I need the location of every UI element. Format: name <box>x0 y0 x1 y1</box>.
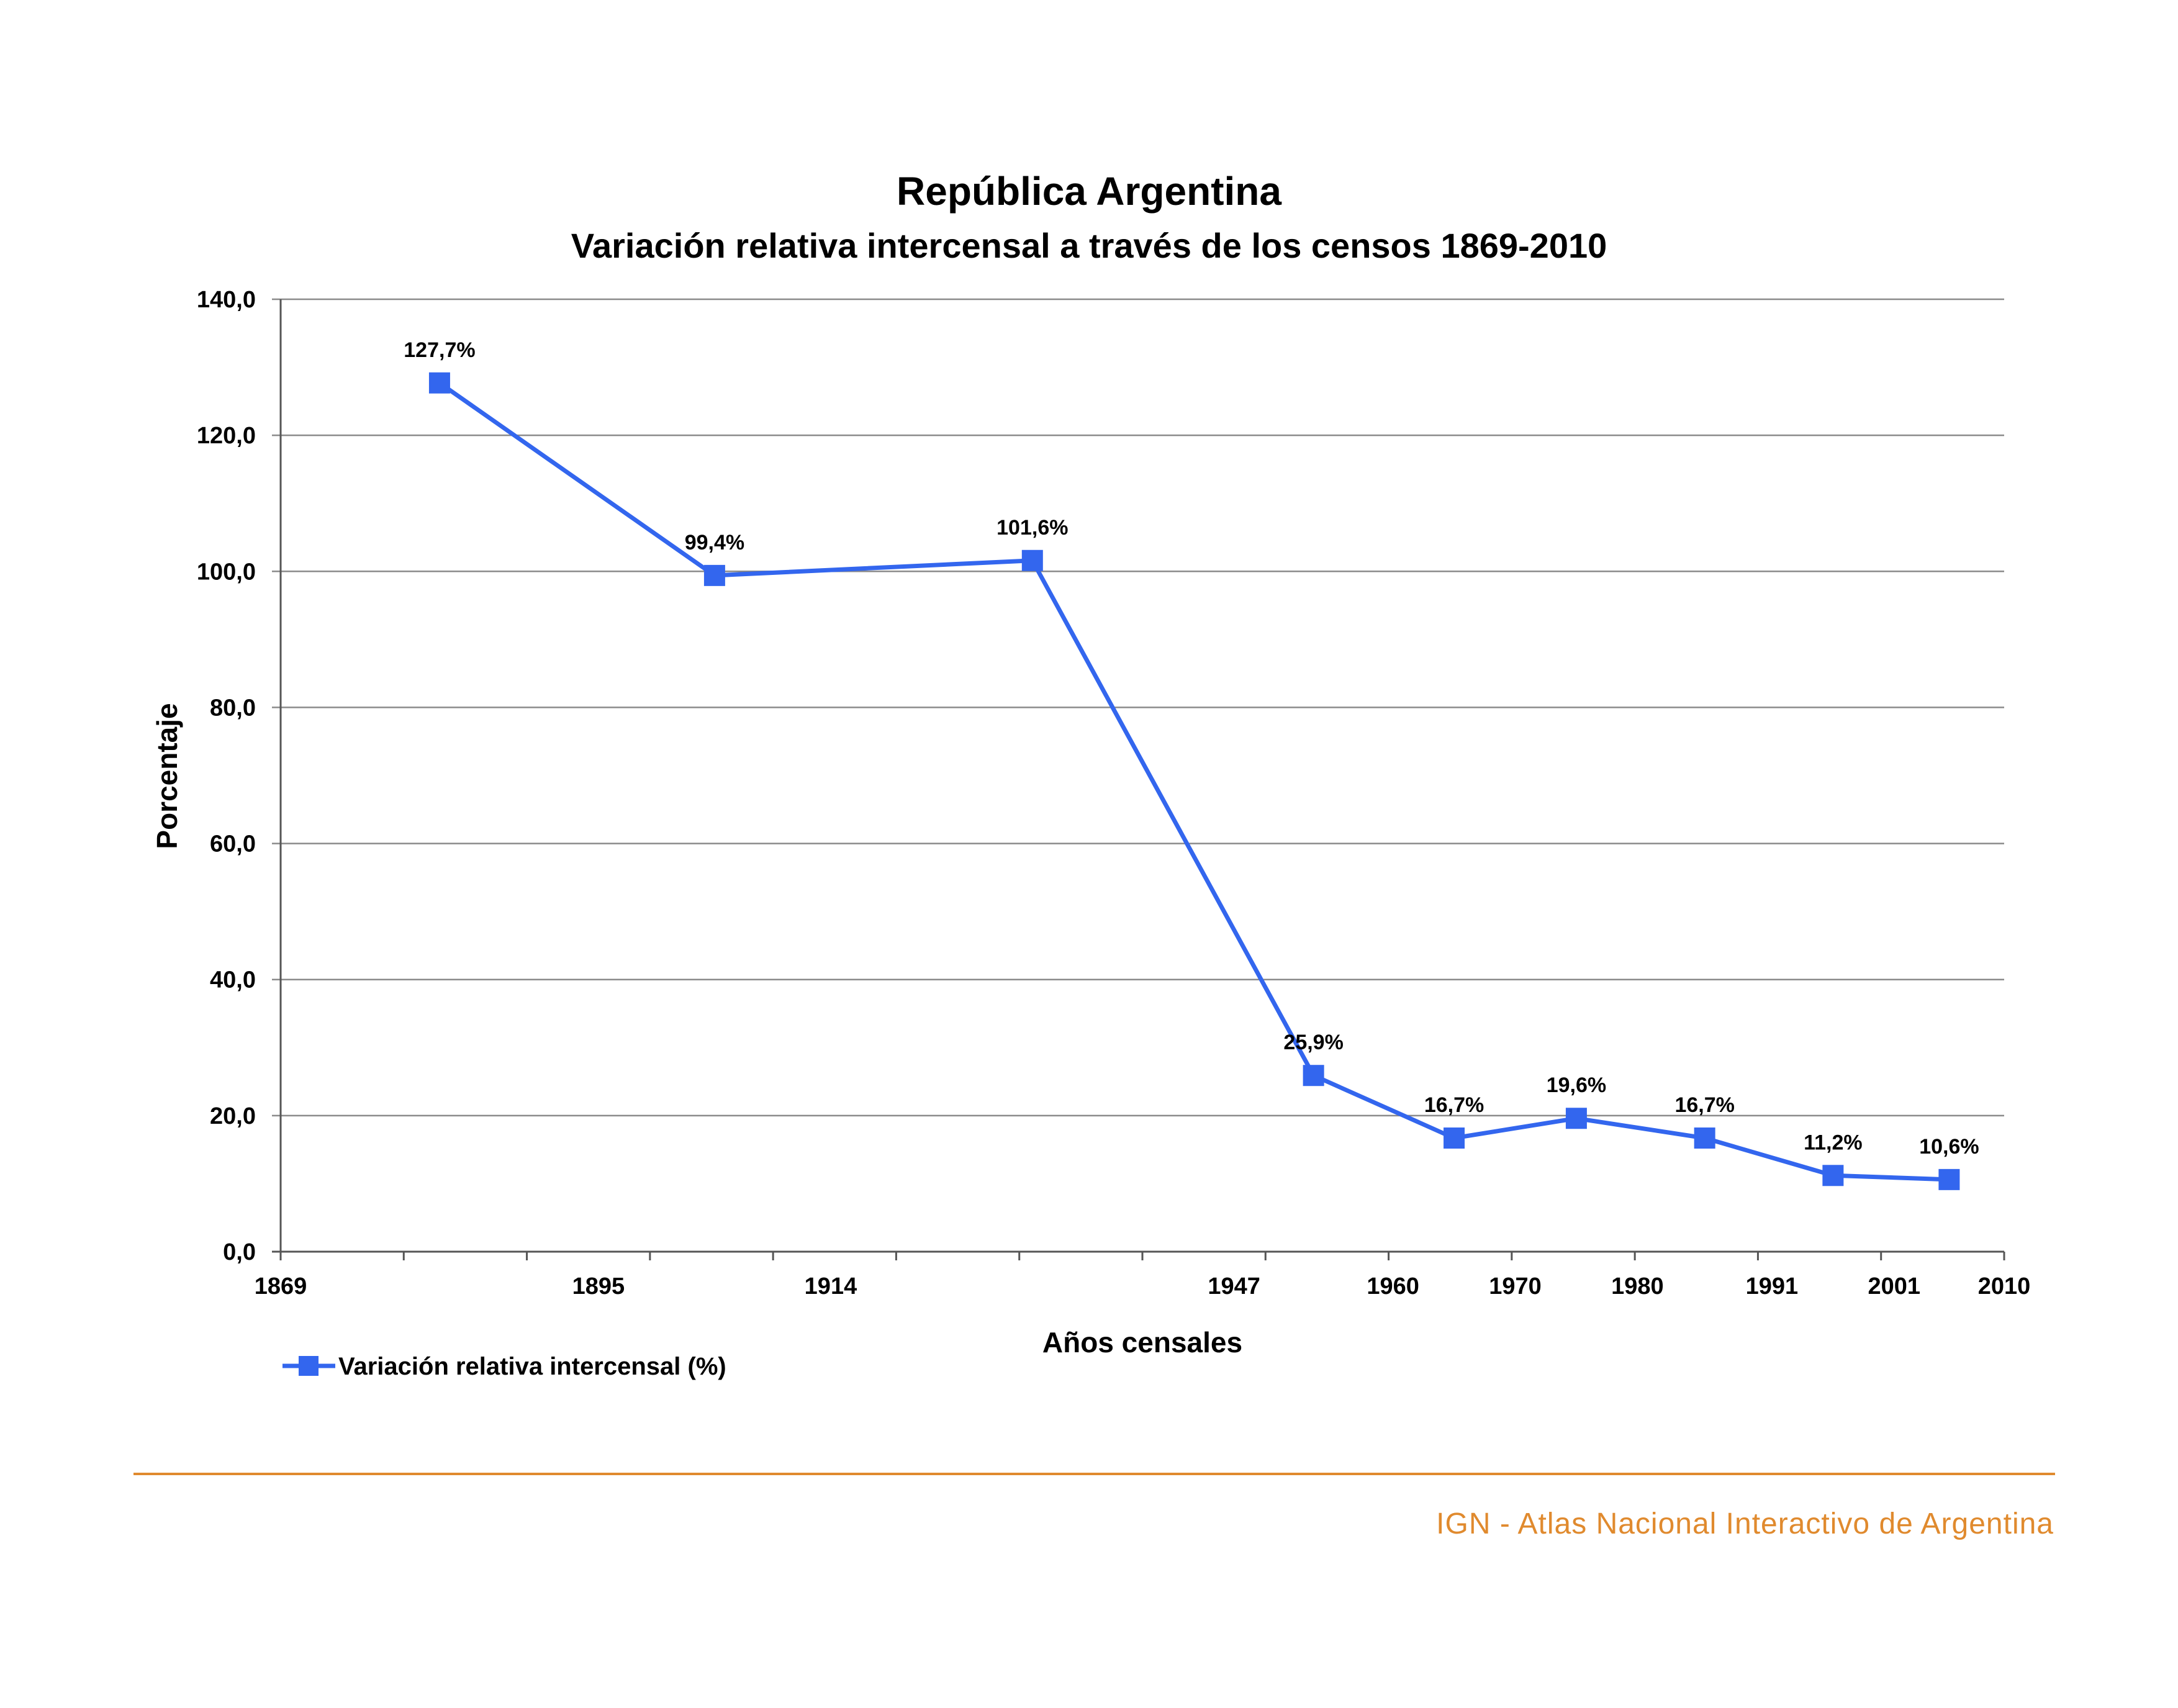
x-axis: 1869 1895 1914 1947 1960 1970 1980 1991 2001 2010 <box>255 299 2031 1299</box>
chart-title: República Argentina <box>897 169 1281 214</box>
data-label: 11,2% <box>1804 1131 1863 1154</box>
x-tick-label: 1869 <box>255 1273 307 1299</box>
data-point <box>428 372 450 394</box>
x-tick-label: 1991 <box>1746 1273 1799 1299</box>
data-label: 101,6% <box>996 516 1068 540</box>
data-point <box>1694 1127 1715 1149</box>
data-point <box>1021 549 1043 571</box>
data-label: 16,7% <box>1674 1093 1734 1117</box>
data-label: 25,9% <box>1283 1031 1343 1054</box>
y-tick-label: 40,0 <box>210 967 256 993</box>
series-line-group: 127,7% 99,4% 101,6% 25,9% 16,7% 19,6% 16,7% 11,… <box>404 338 1979 1190</box>
data-point <box>1444 1127 1465 1149</box>
data-label: 10,6% <box>1919 1135 1979 1159</box>
series-line <box>438 381 1950 1182</box>
x-tick-label: 1970 <box>1489 1273 1542 1299</box>
data-point <box>703 564 725 586</box>
y-axis-label: Porcentaje <box>151 703 183 849</box>
x-tick-label: 1914 <box>805 1273 857 1299</box>
y-tick-label: 120,0 <box>197 423 256 449</box>
x-tick-label: 2010 <box>1978 1273 2031 1299</box>
data-label: 99,4% <box>685 531 744 554</box>
data-label: 127,7% <box>404 338 475 362</box>
x-tick-label: 1960 <box>1367 1273 1419 1299</box>
data-point <box>1938 1168 1960 1190</box>
y-tick-label: 0,0 <box>223 1239 256 1265</box>
x-tick-label: 1947 <box>1208 1273 1260 1299</box>
data-label: 19,6% <box>1547 1073 1606 1097</box>
data-point <box>1565 1108 1587 1129</box>
data-point <box>1303 1065 1324 1087</box>
x-axis-label: Años censales <box>1042 1326 1242 1358</box>
y-tick-label: 20,0 <box>210 1103 256 1129</box>
data-label: 16,7% <box>1424 1093 1484 1117</box>
x-tick-label: 1980 <box>1611 1273 1664 1299</box>
chart-subtitle: Variación relativa intercensal a través … <box>571 226 1607 265</box>
y-axis-ticks: 0,0 20,0 40,0 60,0 80,0 100,0 120,0 140,0 <box>197 287 256 1265</box>
footer-text: IGN - Atlas Nacional Interactivo de Arge… <box>1436 1507 2054 1540</box>
y-tick-label: 80,0 <box>210 695 256 721</box>
y-tick-label: 140,0 <box>197 287 256 313</box>
data-point <box>1822 1165 1844 1186</box>
legend-label: Variación relativa intercensal (%) <box>338 1353 726 1380</box>
x-tick-label: 2001 <box>1868 1273 1921 1299</box>
x-tick-label: 1895 <box>572 1273 625 1299</box>
gridlines <box>272 298 2004 1253</box>
y-tick-label: 60,0 <box>210 831 256 857</box>
y-tick-label: 100,0 <box>197 559 256 585</box>
legend-marker <box>299 1356 319 1376</box>
legend: Variación relativa intercensal (%) <box>282 1353 726 1380</box>
